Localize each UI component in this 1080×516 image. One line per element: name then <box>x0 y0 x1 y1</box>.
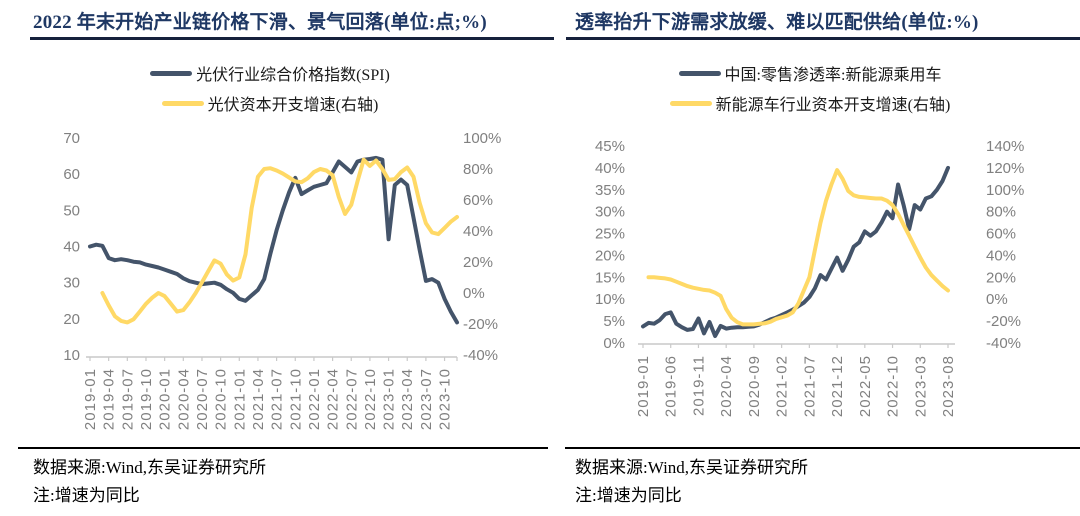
x-axis-tick-label: 2022-10 <box>885 355 902 417</box>
x-axis-tick-label: 2021-02 <box>774 355 791 417</box>
left-axis-tick-label: 40 <box>63 239 80 256</box>
x-axis-tick-label: 2019-06 <box>663 355 680 417</box>
left-axis-tick-label: 45% <box>595 138 625 155</box>
x-axis-tick-label: 2020-04 <box>718 355 735 417</box>
x-axis-tick-label: 2023-08 <box>940 355 957 417</box>
right-axis-tick-label: 80% <box>986 204 1016 221</box>
x-axis-tick-label: 2022-01 <box>306 368 323 430</box>
x-axis-tick-label: 2021-10 <box>287 368 304 430</box>
right-axis-tick-label: 0% <box>463 285 485 302</box>
chart-legend: 中国:零售渗透率:新能源乘用车 新能源车行业资本开支增速(右轴) <box>540 58 1080 118</box>
left-axis-tick-label: 70 <box>63 130 80 147</box>
right-axis-tick-label: 20% <box>463 254 493 271</box>
data-source-text: 数据来源:Wind,东吴证券研究所 <box>575 458 809 477</box>
legend-item: 光伏资本开支增速(右轴) <box>0 88 540 118</box>
right-axis-tick-label: 60% <box>986 226 1016 243</box>
title-underline <box>566 37 1080 40</box>
right-axis-tick-label: 0% <box>986 291 1008 308</box>
left-axis-tick-label: 10% <box>595 291 625 308</box>
series-line-left-axis <box>88 155 459 325</box>
right-axis-tick-label: 40% <box>986 247 1016 264</box>
x-axis-tick-label: 2023-04 <box>399 368 416 430</box>
legend-label: 中国:零售渗透率:新能源乘用车 <box>724 67 942 84</box>
x-axis-tick-label: 2019-01 <box>82 368 99 430</box>
right-chart-panel: 透率抬升下游需求放缓、难以匹配供给(单位:%) 中国:零售渗透率:新能源乘用车 … <box>540 0 1080 516</box>
x-axis-tick-label: 2020-10 <box>213 368 230 430</box>
x-axis-tick-label: 2022-04 <box>325 368 342 430</box>
x-axis-tick-label: 2022-05 <box>857 355 874 417</box>
right-axis-tick-label: -20% <box>463 316 498 333</box>
left-axis-tick-label: 35% <box>595 182 625 199</box>
right-axis-tick-label: 140% <box>986 138 1024 155</box>
right-axis-tick-label: 20% <box>986 269 1016 286</box>
x-axis-tick-label: 2020-07 <box>194 368 211 430</box>
x-axis-tick-label: 2023-01 <box>381 368 398 430</box>
series-line-right-axis <box>646 168 950 327</box>
right-axis-tick-label: 40% <box>463 223 493 240</box>
left-axis-tick-label: 20 <box>63 311 80 328</box>
left-axis-tick-label: 30% <box>595 204 625 221</box>
series-line-swatch <box>150 70 193 76</box>
right-axis-tick-label: 60% <box>463 192 493 209</box>
x-axis-tick-label: 2023-03 <box>912 355 929 417</box>
x-axis-tick-label: 2020-09 <box>746 355 763 417</box>
right-axis-tick-label: -20% <box>986 313 1021 330</box>
left-axis-tick-label: 30 <box>63 275 80 292</box>
right-axis-tick-label: 100% <box>986 182 1024 199</box>
series-line-swatch <box>161 100 204 106</box>
x-axis-tick-label: 2021-07 <box>801 355 818 417</box>
x-axis-tick-label: 2019-10 <box>138 368 155 430</box>
series-line-right-axis <box>100 157 459 325</box>
note-text: 注:增速为同比 <box>33 486 140 505</box>
chart-legend: 光伏行业综合价格指数(SPI) 光伏资本开支增速(右轴) <box>0 58 540 118</box>
right-axis-tick-label: -40% <box>463 347 498 364</box>
x-axis-tick-label: 2019-07 <box>119 368 136 430</box>
left-axis-tick-label: 0% <box>603 335 625 352</box>
x-axis-tick-label: 2023-10 <box>437 368 454 430</box>
legend-label: 光伏行业综合价格指数(SPI) <box>196 67 390 84</box>
note-text: 注:增速为同比 <box>575 486 682 505</box>
left-axis-tick-label: 25% <box>595 226 625 243</box>
data-source-text: 数据来源:Wind,东吴证券研究所 <box>33 458 267 477</box>
x-axis-tick-label: 2021-01 <box>231 368 248 430</box>
footer-divider <box>18 447 548 449</box>
chart-title: 2022 年末开始产业链价格下滑、景气回落(单位:点;%) <box>33 12 487 33</box>
x-axis-tick-label: 2019-01 <box>635 355 652 417</box>
x-axis-tick-label: 2021-12 <box>829 355 846 417</box>
penetration-vs-capex-line-chart: 2019-01 2019-06 2019-11 2020-04 2020-09 2021-… <box>595 138 1024 417</box>
left-axis-tick-label: 5% <box>603 313 625 330</box>
legend-label: 光伏资本开支增速(右轴) <box>207 97 379 114</box>
x-axis-tick-label: 2019-04 <box>101 368 118 430</box>
x-axis-tick-label: 2020-01 <box>157 368 174 430</box>
x-axis-tick-label: 2022-07 <box>343 368 360 430</box>
legend-item: 新能源车行业资本开支增速(右轴) <box>540 88 1080 118</box>
right-axis-tick-label: 120% <box>986 160 1024 177</box>
left-axis-tick-label: 10 <box>63 347 80 364</box>
x-axis-tick-label: 2023-07 <box>418 368 435 430</box>
footer-divider <box>565 447 1080 449</box>
series-line-swatch <box>669 100 712 106</box>
title-underline <box>30 37 554 40</box>
left-chart-panel: 2022 年末开始产业链价格下滑、景气回落(单位:点;%) 光伏行业综合价格指数… <box>0 12 554 505</box>
x-axis-tick-label: 2021-07 <box>269 368 286 430</box>
series-line-swatch <box>678 70 721 76</box>
chart-title: 透率抬升下游需求放缓、难以匹配供给(单位:%) <box>575 12 979 33</box>
right-axis-tick-label: 100% <box>463 130 501 147</box>
x-axis-tick-label: 2021-04 <box>250 368 267 430</box>
left-axis-tick-label: 40% <box>595 160 625 177</box>
x-axis-tick-label: 2019-11 <box>690 355 707 416</box>
left-axis-tick-label: 20% <box>595 247 625 264</box>
legend-item: 光伏行业综合价格指数(SPI) <box>0 58 540 88</box>
legend-label: 新能源车行业资本开支增速(右轴) <box>715 97 951 114</box>
left-axis-tick-label: 15% <box>595 269 625 286</box>
legend-item: 中国:零售渗透率:新能源乘用车 <box>540 58 1080 88</box>
right-axis-tick-label: -40% <box>986 335 1021 352</box>
left-axis-tick-label: 50 <box>63 202 80 219</box>
x-axis-tick-label: 2020-04 <box>175 368 192 430</box>
spi-vs-capex-line-chart: 2019-01 2019-04 2019-07 2019-10 2020-01 2020-… <box>63 130 501 430</box>
left-axis-tick-label: 60 <box>63 166 80 183</box>
right-axis-tick-label: 80% <box>463 161 493 178</box>
x-axis-tick-label: 2022-10 <box>362 368 379 430</box>
